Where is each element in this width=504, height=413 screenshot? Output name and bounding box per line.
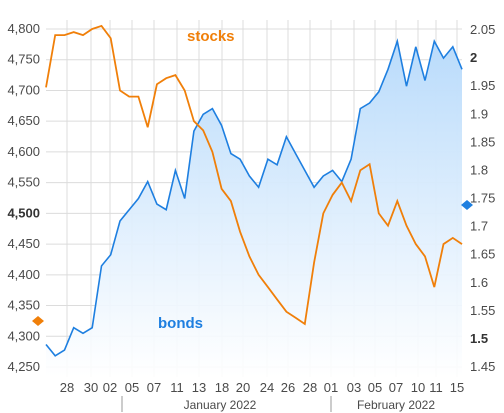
left-tick-label: 4,250 [7, 359, 40, 374]
right-tick-label: 1.65 [470, 247, 495, 262]
bonds-last-marker [461, 200, 473, 210]
right-tick-label: 1.8 [470, 162, 488, 177]
left-y-axis: 4,250 4,300 4,350 4,400 4,450 4,500 4,550 4,600… [7, 21, 40, 374]
x-tick-label: 18 [215, 380, 229, 395]
left-tick-label: 4,650 [7, 113, 40, 128]
stocks-last-marker [32, 316, 44, 326]
stocks-series-label: stocks [187, 28, 235, 45]
left-tick-label: 4,550 [7, 175, 40, 190]
left-tick-label: 4,800 [7, 21, 40, 36]
left-tick-label: 4,400 [7, 267, 40, 282]
x-tick-label: 07 [389, 380, 403, 395]
right-tick-label: 1.85 [470, 134, 495, 149]
right-tick-label: 1.5 [470, 331, 488, 346]
x-tick-label: 30 [84, 380, 98, 395]
left-tick-label: 4,750 [7, 52, 40, 67]
bonds-series-label: bonds [158, 315, 203, 332]
left-tick-label: 4,300 [7, 328, 40, 343]
x-tick-label: 28 [303, 380, 317, 395]
left-tick-label: 4,600 [7, 144, 40, 159]
x-tick-label: 26 [281, 380, 295, 395]
stocks-series-line [45, 24, 463, 326]
x-tick-label: 11 [170, 380, 184, 395]
month-label-january: January 2022 [184, 398, 257, 412]
x-tick-label: 01 [324, 380, 338, 395]
right-tick-label: 1.9 [470, 106, 488, 121]
bonds-series-line [45, 38, 463, 357]
x-tick-label: 05 [368, 380, 382, 395]
left-tick-label: 4,350 [7, 298, 40, 313]
right-tick-label: 1.95 [470, 78, 495, 93]
x-tick-label: 10 [411, 380, 425, 395]
x-tick-label: 28 [60, 380, 74, 395]
x-tick-label: 11 [429, 380, 443, 395]
x-tick-label: 15 [450, 380, 464, 395]
right-tick-label: 1.45 [470, 359, 495, 374]
x-tick-label: 03 [347, 380, 361, 395]
right-tick-label: 1.7 [470, 219, 488, 234]
right-tick-label: 1.6 [470, 275, 488, 290]
x-tick-label: 13 [192, 380, 206, 395]
left-tick-label: 4,700 [7, 82, 40, 97]
right-tick-label: 1.75 [470, 191, 495, 206]
x-tick-label: 07 [147, 380, 161, 395]
month-label-february: February 2022 [357, 398, 435, 412]
right-tick-label: 1.55 [470, 303, 495, 318]
x-tick-label: 24 [260, 380, 274, 395]
x-axis: 28 30 02 05 07 11 13 18 20 24 26 28 01 03 05 07 10 11 15 Ja… [60, 380, 464, 412]
x-tick-label: 20 [236, 380, 250, 395]
left-tick-label: 4,450 [7, 236, 40, 251]
x-tick-label: 05 [125, 380, 139, 395]
right-tick-label: 2 [470, 50, 477, 65]
right-tick-label: 2.05 [470, 22, 495, 37]
left-tick-label: 4,500 [7, 205, 40, 220]
right-y-axis: 1.45 1.5 1.55 1.6 1.65 1.7 1.75 1.8 1.85 1.9 1.95 2… [470, 22, 495, 374]
x-tick-label: 02 [103, 380, 117, 395]
